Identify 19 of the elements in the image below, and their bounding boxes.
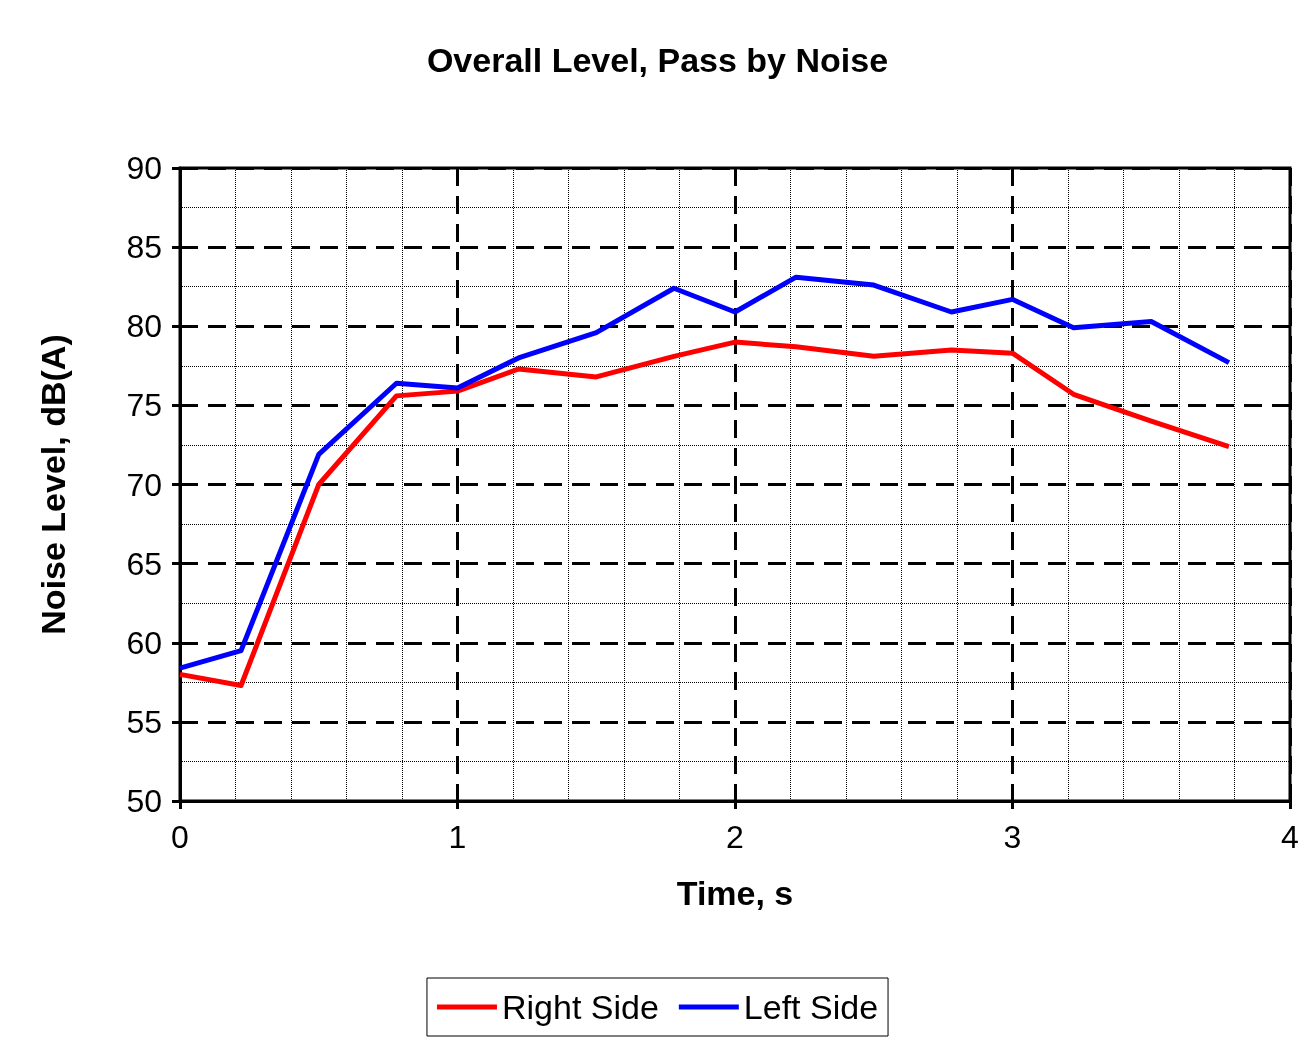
y-tick-label: 60 <box>126 624 162 661</box>
y-tick-label: 85 <box>126 229 162 266</box>
x-tick-label: 4 <box>1281 819 1299 855</box>
legend-label: Right Side <box>501 988 659 1026</box>
y-tick-label: 75 <box>126 387 162 424</box>
y-tick-label: 55 <box>126 703 162 740</box>
y-tick-label: 70 <box>126 466 162 503</box>
x-tick-label: 1 <box>448 819 467 855</box>
x-tick-label: 2 <box>726 819 744 855</box>
x-axis-title: Time, s <box>676 874 794 912</box>
chart-title: Overall Level, Pass by Noise <box>426 41 889 79</box>
y-tick-label: 65 <box>126 545 162 582</box>
legend-label: Left Side <box>743 988 879 1026</box>
x-tick-label: 0 <box>171 819 189 855</box>
y-axis-title: Noise Level, dB(A) <box>34 334 72 635</box>
y-tick-label: 80 <box>126 308 162 345</box>
y-tick-label: 90 <box>126 150 162 186</box>
y-tick-label: 50 <box>126 783 162 819</box>
x-tick-label: 3 <box>1003 819 1022 855</box>
